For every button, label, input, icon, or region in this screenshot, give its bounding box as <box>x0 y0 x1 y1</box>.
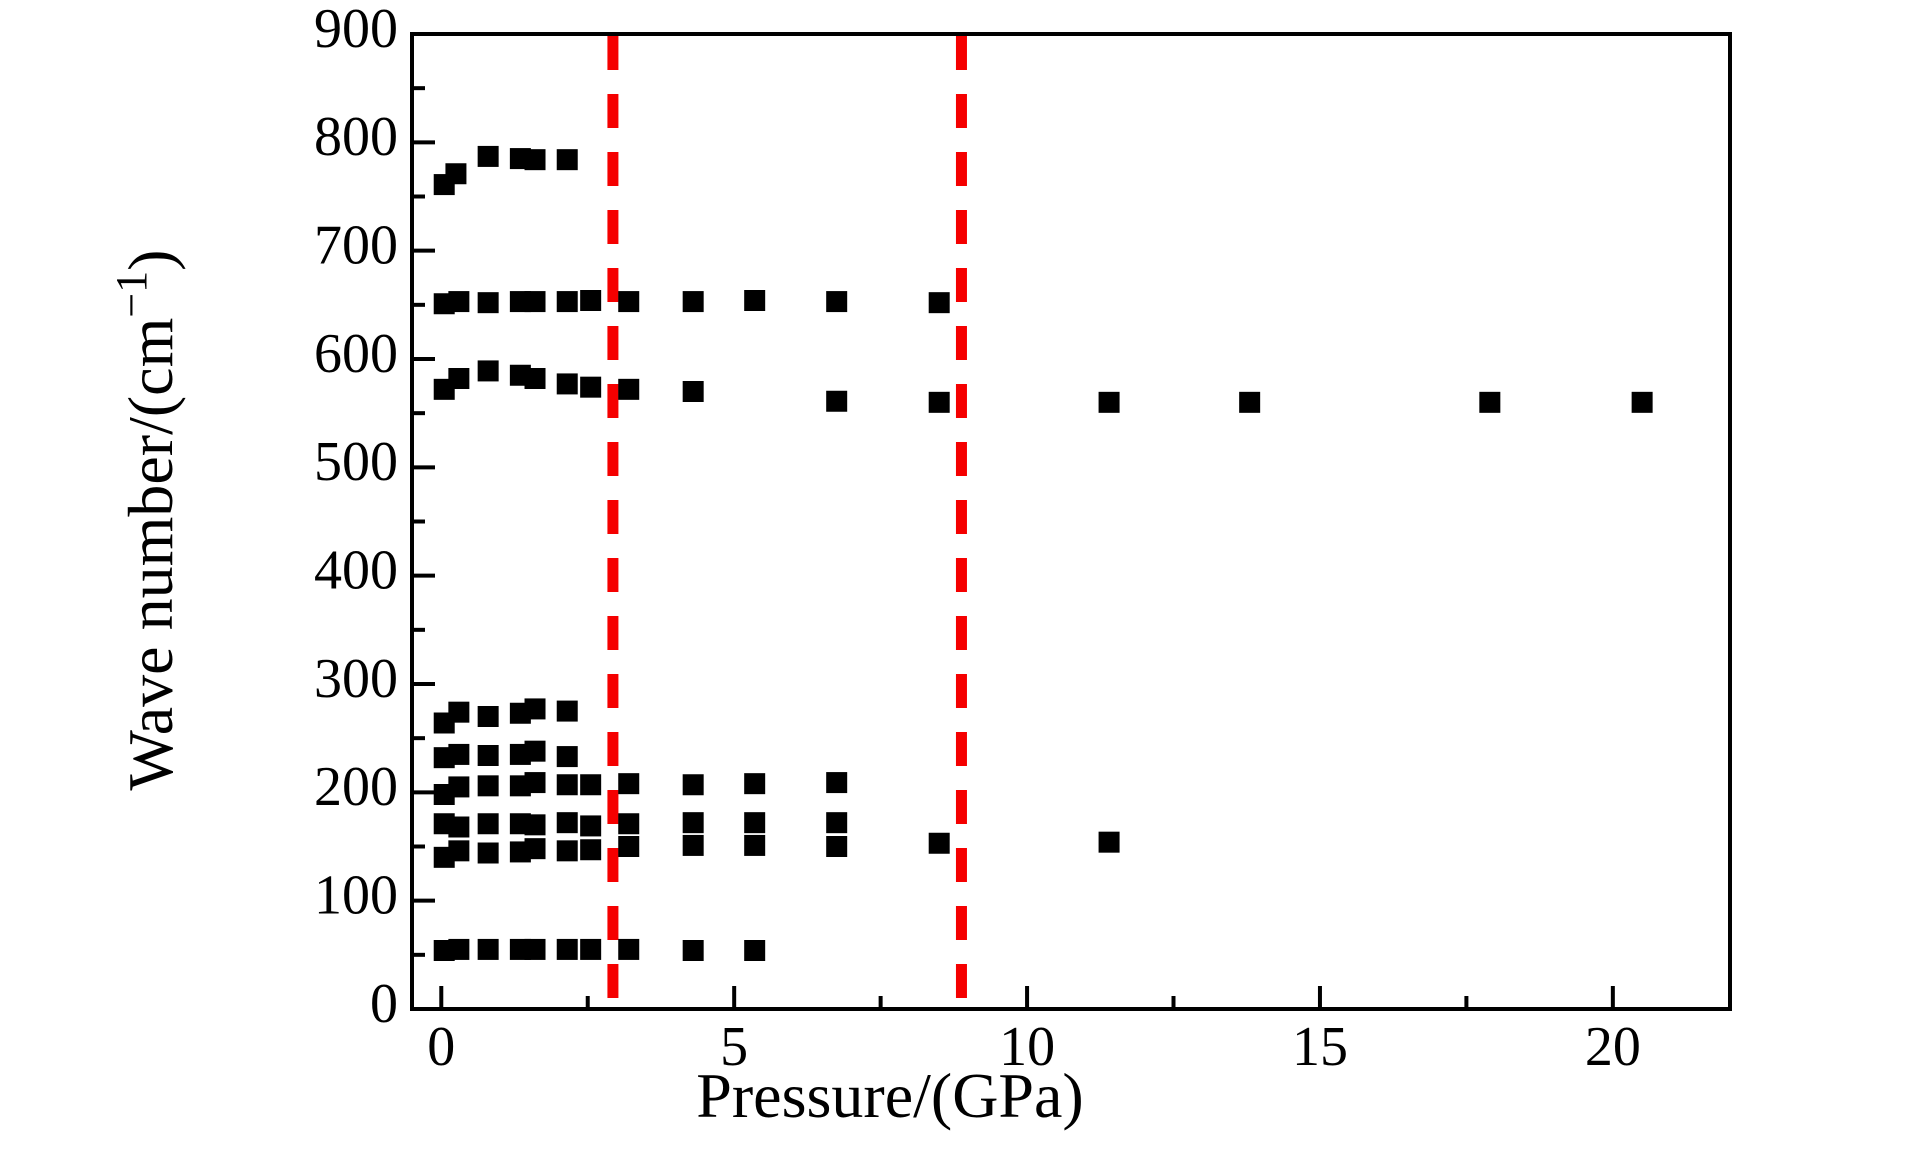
data-point-band_580 <box>556 373 578 395</box>
data-point-band_55 <box>524 938 546 960</box>
data-point-band_205 <box>744 773 766 795</box>
data-point-band_170 <box>682 812 704 834</box>
y-tick-labels: 0 100 200 300 400 500 600 700 800 900 <box>314 0 398 1035</box>
data-point-band_55 <box>477 938 499 960</box>
data-point-band_170 <box>556 812 578 834</box>
data-point-band_650 <box>928 292 950 314</box>
x-tick-label: 10 <box>999 1016 1055 1078</box>
data-point-band_205 <box>556 774 578 796</box>
data-point-band_205 <box>477 775 499 797</box>
x-axis-title: Pressure/(GPa) <box>696 1060 1083 1131</box>
data-point-band_170 <box>580 815 602 837</box>
y-tick-label: 800 <box>314 106 398 168</box>
data-point-band_145 <box>524 838 546 860</box>
data-point-band_55 <box>744 940 766 961</box>
data-point-band_650 <box>618 291 640 313</box>
data-point-band_270 <box>556 700 578 722</box>
x-tick-label: 0 <box>427 1016 455 1078</box>
y-tick-label: 100 <box>314 865 398 927</box>
y-axis-ticks <box>412 32 435 1011</box>
x-tick-label: 20 <box>1585 1016 1641 1078</box>
x-tick-label: 15 <box>1292 1016 1348 1078</box>
data-point-band_650 <box>556 291 578 313</box>
data-point-band_145 <box>826 836 848 857</box>
data-point-band_580 <box>618 378 640 400</box>
data-point-band_55 <box>556 938 578 960</box>
data-point-band_145 <box>580 839 602 861</box>
data-point-band_145 <box>556 840 578 862</box>
y-tick-label: 400 <box>314 540 398 602</box>
phase-boundary-lines <box>607 36 967 1007</box>
data-point-band_205 <box>448 776 470 798</box>
x-axis-ticks <box>439 986 1615 1009</box>
y-tick-label: 600 <box>314 323 398 385</box>
data-point-band_580 <box>826 390 848 412</box>
data-point-band_170 <box>618 813 640 835</box>
data-markers <box>433 145 1653 961</box>
data-point-band_580 <box>1098 391 1120 413</box>
data-point-band_650 <box>744 290 766 311</box>
data-point-band_170 <box>477 813 499 835</box>
y-tick-label: 200 <box>314 756 398 818</box>
data-point-band_270 <box>524 698 546 720</box>
data-point-band_55 <box>618 938 640 960</box>
data-point-band_580 <box>1631 391 1653 413</box>
data-point-band_650 <box>477 292 499 314</box>
data-point-band_155_high_pressure <box>1098 831 1120 853</box>
data-point-band_235 <box>524 740 546 762</box>
data-point-band_650 <box>580 290 602 311</box>
data-point-band_650 <box>524 291 546 313</box>
data-point-band_205 <box>618 773 640 795</box>
data-point-band_650 <box>826 291 848 313</box>
x-tick-labels: 0 5 10 15 20 <box>427 1016 1641 1078</box>
data-point-band_170 <box>744 812 766 834</box>
data-point-band_145 <box>477 842 499 864</box>
data-point-band_650 <box>682 291 704 313</box>
data-point-band_170 <box>448 816 470 838</box>
data-point-band_580 <box>928 391 950 413</box>
data-point-band_170 <box>826 812 848 834</box>
data-point-band_580 <box>1239 391 1261 413</box>
data-point-band_580 <box>448 368 470 389</box>
data-point-band_270 <box>477 706 499 727</box>
y-tick-label: 0 <box>370 973 398 1035</box>
data-point-band_145 <box>682 834 704 856</box>
x-tick-label: 5 <box>720 1016 748 1078</box>
data-point-band_205 <box>682 774 704 796</box>
data-point-band_780 <box>556 149 578 171</box>
data-point-band_780 <box>445 163 467 185</box>
y-tick-label: 900 <box>314 0 398 60</box>
y-tick-label: 500 <box>314 431 398 493</box>
data-point-band_780 <box>524 149 546 171</box>
data-point-band_235 <box>477 745 499 766</box>
y-tick-label: 700 <box>314 215 398 277</box>
data-point-band_580 <box>1479 391 1501 413</box>
data-point-band_205 <box>580 774 602 796</box>
data-point-band_650 <box>448 291 470 313</box>
data-point-band_145 <box>618 836 640 857</box>
data-point-band_170 <box>524 814 546 836</box>
data-point-band_205 <box>524 772 546 794</box>
data-point-band_580 <box>580 376 602 398</box>
data-point-band_580 <box>682 381 704 402</box>
data-point-band_780 <box>477 145 499 167</box>
data-point-band_205 <box>826 772 848 794</box>
data-point-band_145 <box>744 834 766 856</box>
y-tick-label: 300 <box>314 648 398 710</box>
data-point-band_55 <box>580 938 602 960</box>
data-point-band_55 <box>682 940 704 961</box>
data-point-band_580 <box>524 368 546 389</box>
data-point-band_580 <box>477 360 499 382</box>
data-point-band_235 <box>448 743 470 765</box>
data-point-band_55 <box>448 938 470 960</box>
y-axis-title: Wave number/(cm−1) <box>107 249 186 790</box>
data-point-band_270 <box>448 701 470 723</box>
data-point-band_235 <box>556 746 578 768</box>
data-point-band_145 <box>448 840 470 862</box>
data-point-band_155_high_pressure <box>928 832 950 854</box>
